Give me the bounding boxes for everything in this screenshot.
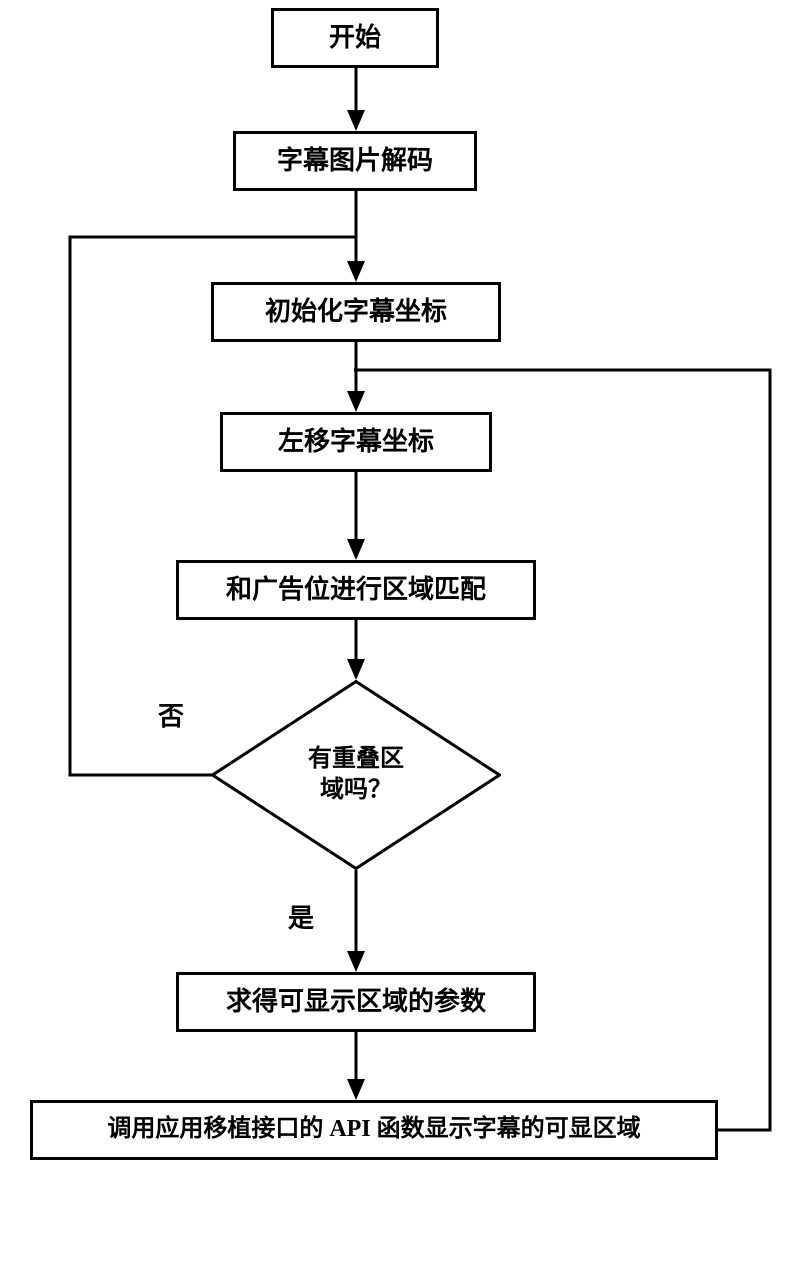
node-decode-label: 字幕图片解码 xyxy=(277,144,433,178)
node-start: 开始 xyxy=(271,8,439,68)
node-params: 求得可显示区域的参数 xyxy=(176,972,536,1032)
flowchart-canvas: 开始 字幕图片解码 初始化字幕坐标 左移字幕坐标 和广告位进行区域匹配 有重叠区… xyxy=(0,0,800,1267)
node-display: 调用应用移植接口的 API 函数显示字幕的可显区域 xyxy=(30,1100,718,1160)
node-init-label: 初始化字幕坐标 xyxy=(265,295,447,329)
label-yes: 是 xyxy=(288,898,314,935)
node-init: 初始化字幕坐标 xyxy=(211,282,501,342)
node-shift: 左移字幕坐标 xyxy=(220,412,492,472)
node-decode: 字幕图片解码 xyxy=(233,131,477,191)
node-display-label: 调用应用移植接口的 API 函数显示字幕的可显区域 xyxy=(107,1114,640,1145)
node-match-label: 和广告位进行区域匹配 xyxy=(226,573,486,607)
node-start-label: 开始 xyxy=(329,21,381,55)
node-params-label: 求得可显示区域的参数 xyxy=(226,985,486,1019)
node-overlap: 有重叠区 域吗？ xyxy=(211,680,501,870)
node-overlap-label: 有重叠区 域吗？ xyxy=(308,744,404,806)
node-match: 和广告位进行区域匹配 xyxy=(176,560,536,620)
node-shift-label: 左移字幕坐标 xyxy=(278,425,434,459)
label-no: 否 xyxy=(158,696,184,733)
